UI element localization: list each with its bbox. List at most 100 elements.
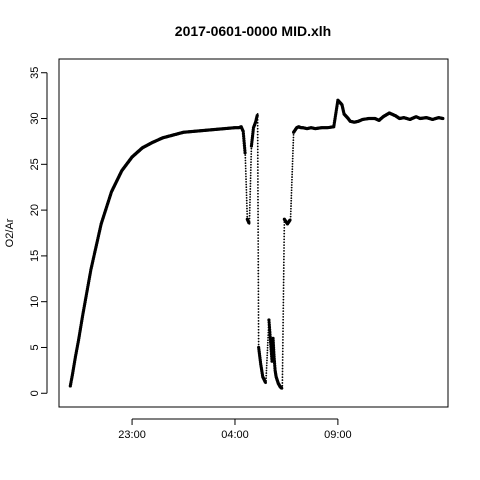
data-point [257, 305, 260, 307]
y-tick-label: 10 [29, 296, 41, 308]
data-point [257, 275, 260, 278]
data-point [257, 183, 259, 186]
data-point [257, 290, 260, 293]
data-point [282, 281, 285, 284]
data-point [283, 226, 286, 229]
data-point [281, 370, 284, 373]
data-point [292, 144, 295, 147]
data-point [266, 349, 269, 352]
data-point [244, 154, 247, 157]
data-point [289, 215, 292, 218]
data-point [243, 151, 247, 155]
data-point [257, 186, 259, 189]
data-point [246, 207, 248, 210]
data-point [290, 207, 292, 210]
data-point [265, 379, 267, 382]
data-point [290, 186, 293, 189]
data-point [283, 247, 285, 249]
data-point [245, 194, 248, 197]
data-point [257, 216, 259, 219]
data-point [257, 284, 260, 287]
data-point [282, 298, 285, 301]
data-point [282, 318, 285, 321]
data-point [256, 175, 259, 177]
data-point [270, 359, 274, 363]
data-point [267, 323, 271, 327]
data-point [291, 173, 294, 176]
data-point [250, 147, 253, 150]
data-point [256, 166, 259, 169]
data-point [282, 336, 284, 338]
data-point [282, 287, 285, 290]
data-point [246, 205, 248, 207]
data-point [282, 304, 285, 307]
data-point [282, 330, 284, 333]
data-point [257, 266, 260, 269]
data-point [272, 352, 276, 356]
data-point [291, 155, 294, 157]
data-point [257, 243, 260, 245]
data-point [245, 175, 247, 178]
data-point [257, 207, 259, 210]
data-point [257, 249, 260, 251]
data-point [268, 330, 272, 334]
data-point [257, 272, 260, 275]
data-point [291, 157, 294, 160]
data-point [281, 356, 284, 358]
data-point [267, 318, 271, 322]
data-point [289, 218, 292, 221]
data-point [248, 214, 251, 217]
data-point [241, 132, 246, 136]
data-point [271, 339, 275, 343]
data-point [266, 341, 269, 344]
data-point [265, 377, 267, 380]
data-point [281, 379, 284, 381]
data-point [282, 313, 285, 315]
data-point [281, 373, 284, 376]
data-point [244, 162, 247, 165]
data-point [281, 359, 284, 361]
data-point [249, 174, 252, 177]
data-point [282, 301, 285, 304]
data-point [291, 152, 294, 155]
data-point [282, 278, 285, 281]
data-point [257, 254, 260, 257]
data-point [273, 361, 277, 366]
data-point [256, 160, 259, 163]
data-point [282, 275, 285, 278]
data-point [245, 186, 248, 189]
data-series [68, 98, 445, 390]
plot-frame [58, 58, 449, 408]
data-point [257, 195, 259, 198]
data-point [257, 281, 260, 284]
data-point [257, 343, 260, 346]
data-point [256, 124, 259, 127]
y-axis: 0 5 10 15 20 25 30 35 [29, 67, 48, 396]
data-point [256, 157, 259, 160]
data-point [265, 362, 268, 364]
data-point [282, 321, 285, 324]
data-point [282, 307, 285, 310]
y-axis-label: O2/Ar [4, 218, 16, 247]
data-point [282, 290, 285, 292]
data-point [241, 129, 245, 133]
data-point [291, 178, 293, 181]
data-point [265, 367, 268, 369]
data-point [256, 148, 259, 151]
data-point [244, 167, 247, 170]
data-point [282, 316, 285, 318]
data-point [291, 160, 294, 163]
data-point [244, 164, 247, 167]
data-point [266, 359, 268, 362]
data-point [248, 206, 251, 209]
data-point [273, 366, 277, 370]
data-point [249, 185, 252, 188]
data-point [244, 159, 247, 162]
data-point [248, 217, 251, 220]
data-point [256, 154, 259, 157]
data-point [282, 261, 285, 264]
data-point [257, 228, 260, 231]
data-point [282, 258, 285, 261]
data-point [292, 149, 294, 152]
data-point [290, 184, 293, 186]
